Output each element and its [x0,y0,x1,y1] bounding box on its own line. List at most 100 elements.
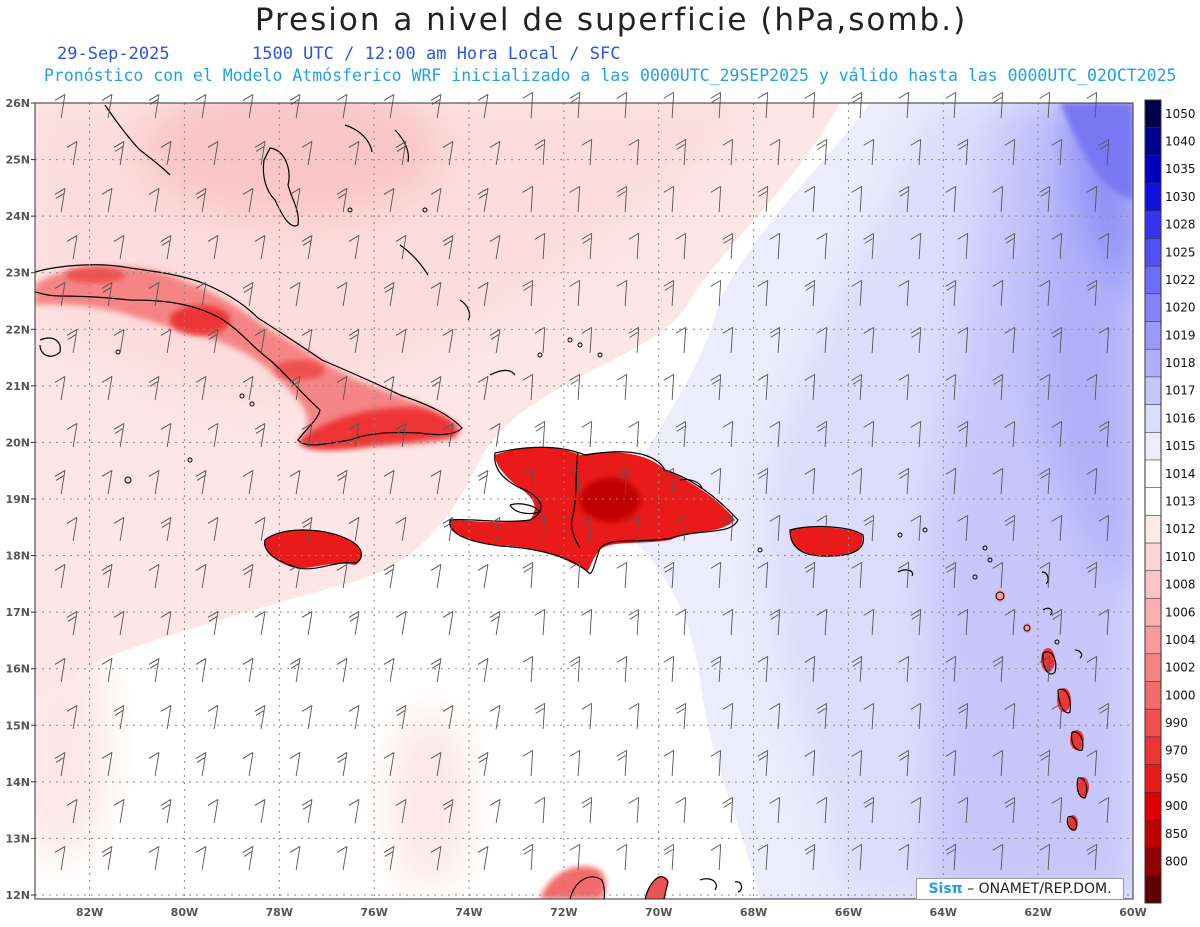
wind-barb [448,611,454,636]
wind-barb [765,468,769,495]
wind-barb [342,752,348,777]
wind-barb [213,705,219,730]
wind-barb [201,846,207,871]
lon-label: 80W [171,906,198,919]
colorbar-label: 970 [1165,744,1188,758]
wind-barb [730,421,734,448]
wind-barb [1012,609,1016,636]
colorbar-label: 1035 [1165,162,1196,176]
wind-barb [918,327,922,354]
wind-barb [671,562,675,589]
wind-barb [918,515,922,542]
wind-barb [530,374,534,401]
wind-barb [777,421,781,448]
wind-barb [777,609,781,636]
wind-barb [213,141,219,166]
colorbar-label: 1019 [1165,328,1196,342]
wind-barb [577,92,581,119]
wind-barb [248,658,254,683]
wind-barb [1094,750,1098,777]
wind-barb [495,799,501,824]
wind-barb [683,421,687,448]
lat-label: 16N [5,663,30,676]
wind-barb [1012,421,1016,448]
wind-barb [1106,609,1110,636]
colorbar-swatch [1145,127,1161,156]
wind-barb [824,421,828,448]
colorbar-swatch [1145,736,1161,766]
wind-barb [60,752,66,777]
wind-barb [448,235,454,260]
wind-barb [577,750,581,777]
colorbar-label: 1018 [1165,356,1196,370]
wind-barb [154,752,160,777]
wind-barb [119,141,125,166]
wind-barb [718,374,722,401]
wind-barb [119,799,125,824]
wind-barb [342,94,348,119]
wind-barb [307,235,313,260]
wind-barb [542,327,546,354]
wind-barb [906,92,910,119]
wind-barb [354,705,360,730]
wind-barb [777,139,781,166]
colorbar-swatch [1145,183,1161,212]
wind-barb [530,844,534,871]
wind-barb [72,799,78,824]
wind-barb [906,280,910,307]
wind-barb [1094,562,1098,589]
wind-barb [495,611,501,636]
wind-barb [871,139,875,166]
wind-barb [718,656,722,683]
wind-barb [1000,92,1004,119]
wind-barb [683,139,687,166]
wind-barb [154,470,160,495]
wind-barb [824,609,828,636]
wind-barb [1000,186,1004,213]
colorbar-label: 1030 [1165,190,1196,204]
wind-barb [871,233,875,260]
wind-barb [389,376,395,401]
wind-barb [436,376,442,401]
wind-barb [953,280,957,307]
wind-barb [636,515,640,542]
wind-barb [624,844,628,871]
wind-barb [1106,139,1110,166]
wind-barb [542,797,546,824]
wind-barb [765,656,769,683]
wind-barb [389,94,395,119]
wind-barb [401,235,407,260]
lat-label: 21N [5,380,30,393]
valid-date: 29-Sep-2025 [57,44,170,64]
wind-barb [1012,139,1016,166]
plot-frame [34,102,1134,900]
lon-label: 74W [455,906,482,919]
wind-barb [248,470,254,495]
wind-barb [859,186,863,213]
wind-barb [72,329,78,354]
wind-barb [730,703,734,730]
wind-barb [295,188,301,213]
wind-barb [72,423,78,448]
wind-barb [918,703,922,730]
wind-barb [342,564,348,589]
wind-barb [166,705,172,730]
lat-label: 13N [5,832,30,845]
wind-barb [577,656,581,683]
wind-barb [60,846,66,871]
wind-barb [624,656,628,683]
wind-barb [636,609,640,636]
wind-barb [260,611,266,636]
wind-barb [812,280,816,307]
wind-barb [248,94,254,119]
wind-barb [812,844,816,871]
wind-barb [295,658,301,683]
wind-barb [730,139,734,166]
wind-barb [354,423,360,448]
wind-barb [213,423,219,448]
wind-barb [72,141,78,166]
wind-barb [542,609,546,636]
wind-barb [777,515,781,542]
wind-barb [1059,609,1063,636]
wind-barb [260,517,266,542]
